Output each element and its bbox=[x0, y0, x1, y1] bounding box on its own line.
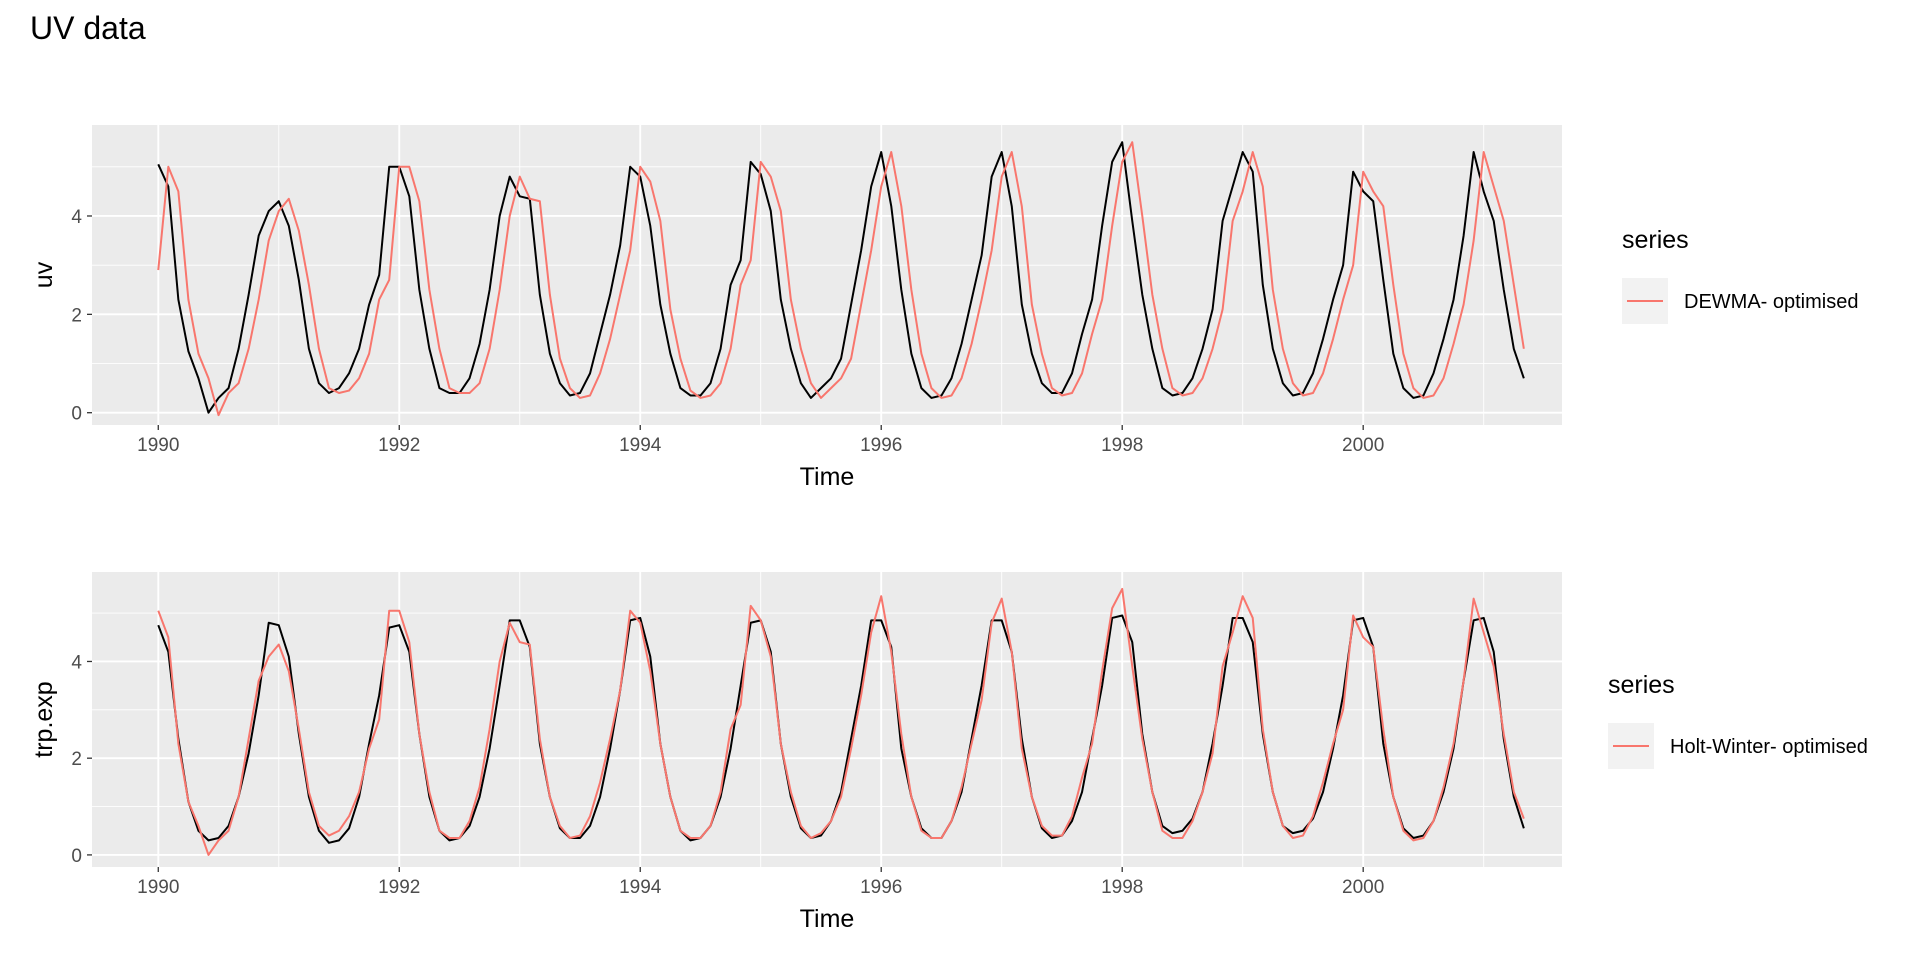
panel2-x-tick-label: 1996 bbox=[860, 877, 902, 898]
panel1-y-tick-label: 0 bbox=[71, 404, 82, 425]
panel1-x-tick-label: 1990 bbox=[137, 435, 179, 456]
panel2-x-tick-label: 2000 bbox=[1342, 877, 1384, 898]
panel2-x-axis-title: Time bbox=[800, 905, 855, 933]
panel1-x-tick-label: 1996 bbox=[860, 435, 902, 456]
panel1-plot-background bbox=[92, 125, 1562, 425]
panel2-plot-background bbox=[92, 572, 1562, 867]
panel2-x-tick-label: 1994 bbox=[619, 877, 662, 898]
panel2-y-tick-label: 4 bbox=[71, 652, 82, 673]
panel1-x-tick-label: 1998 bbox=[1101, 435, 1143, 456]
panel2-y-axis-title: trp.exp bbox=[30, 681, 58, 757]
panel1-legend-title: series bbox=[1622, 226, 1689, 254]
panel2: 1990 1992 1994 1996 1998 2000 0 2 4 Time trp.exp se… bbox=[30, 572, 1868, 933]
panel1-y-tick-label: 4 bbox=[71, 207, 82, 228]
panel1-y-tick-label: 2 bbox=[71, 305, 82, 326]
panel1-series-actual-line bbox=[157, 141, 1525, 414]
panel1-series-fitted-line bbox=[157, 141, 1525, 417]
panel1-y-axis-title: uv bbox=[30, 261, 58, 288]
panel2-series-fitted-line bbox=[157, 587, 1525, 856]
panel1-x-tick-label: 1992 bbox=[378, 435, 420, 456]
panel1-x-axis-title: Time bbox=[800, 463, 855, 491]
panel2-x-tick-label: 1990 bbox=[137, 877, 179, 898]
panel2-x-tick-label: 1998 bbox=[1101, 877, 1143, 898]
panel1-x-tick-label: 1994 bbox=[619, 435, 662, 456]
page-title: UV data bbox=[30, 10, 146, 46]
panel1-x-tick-label: 2000 bbox=[1342, 435, 1384, 456]
panel2-legend-title: series bbox=[1608, 671, 1675, 699]
panel2-x-tick-label: 1992 bbox=[378, 877, 420, 898]
panel2-y-tick-label: 2 bbox=[71, 749, 82, 770]
panel1: 1990 1992 1994 1996 1998 2000 0 2 4 Time uv series D… bbox=[30, 125, 1858, 491]
panel2-legend-label: Holt-Winter- optimised bbox=[1670, 736, 1868, 758]
panel2-y-tick-label: 0 bbox=[71, 846, 82, 867]
panel1-legend-label: DEWMA- optimised bbox=[1684, 291, 1858, 313]
